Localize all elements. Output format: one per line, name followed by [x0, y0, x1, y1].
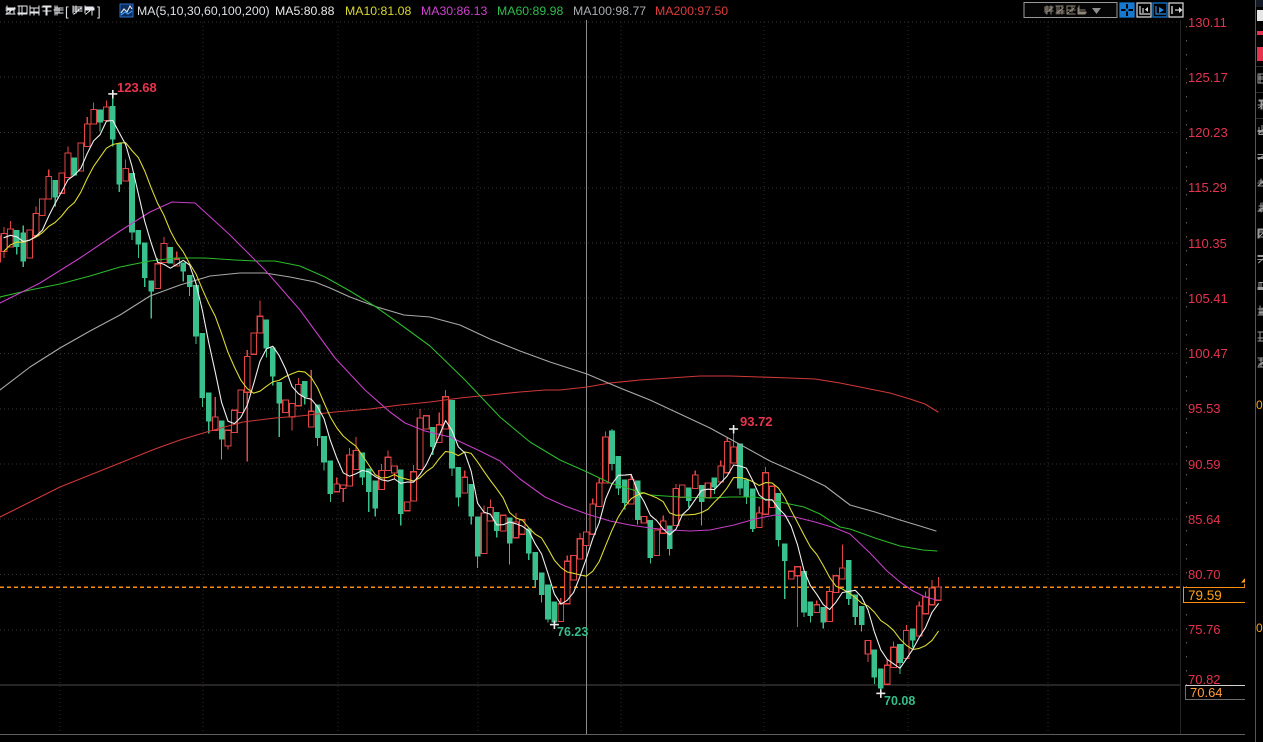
svg-text:123.68: 123.68	[117, 80, 157, 95]
svg-text:MA(5,10,30,60,100,200): MA(5,10,30,60,100,200)	[137, 4, 270, 18]
svg-text:0: 0	[1256, 621, 1263, 635]
svg-text:76.23: 76.23	[557, 625, 588, 639]
svg-text:MA200:97.50: MA200:97.50	[655, 4, 728, 18]
svg-text:[: [	[65, 4, 69, 19]
svg-text:70.08: 70.08	[884, 694, 915, 708]
svg-text:0: 0	[1256, 398, 1263, 412]
svg-text:MA5:80.88: MA5:80.88	[275, 4, 335, 18]
svg-text:93.72: 93.72	[740, 414, 773, 429]
svg-text:MA60:89.98: MA60:89.98	[497, 4, 563, 18]
svg-text:MA30:86.13: MA30:86.13	[421, 4, 487, 18]
svg-text:]: ]	[97, 4, 101, 19]
svg-text:MA100:98.77: MA100:98.77	[573, 4, 646, 18]
svg-text:MA10:81.08: MA10:81.08	[345, 4, 411, 18]
